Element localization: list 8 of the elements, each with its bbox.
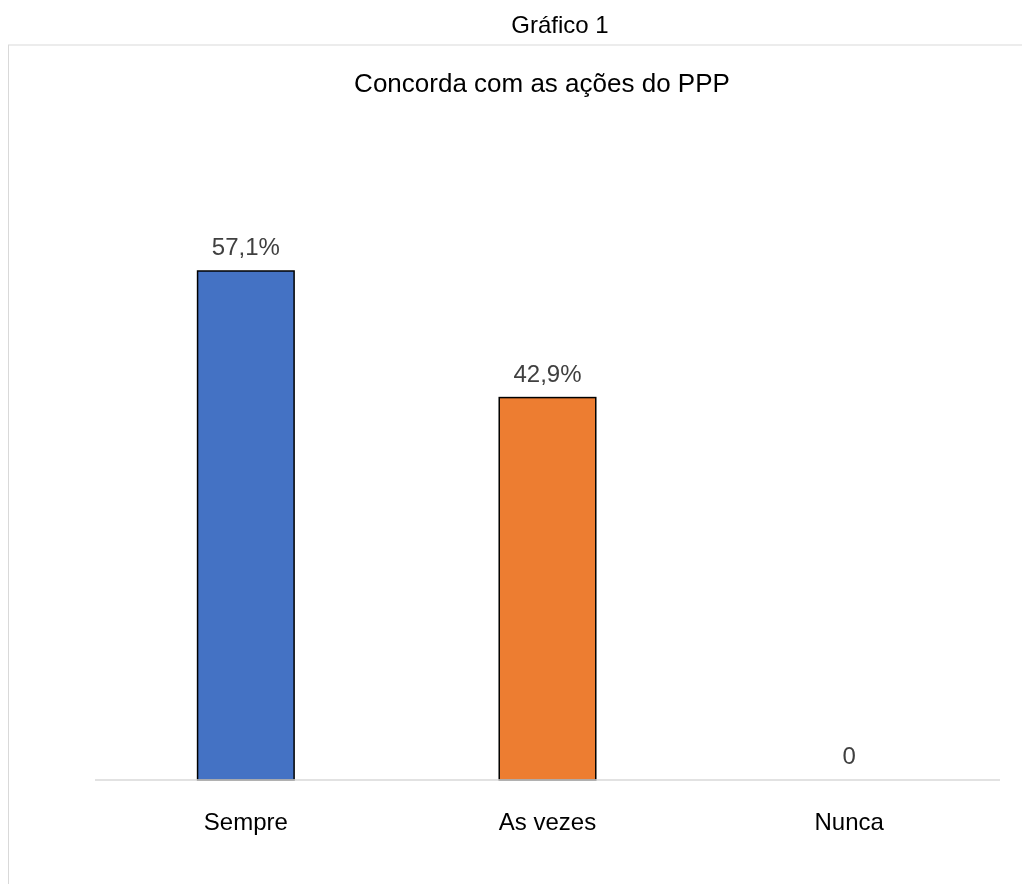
- chart-subtitle: Concorda com as ações do PPP: [354, 68, 730, 98]
- x-tick-label: As vezes: [498, 808, 597, 835]
- data-label: 42,9%: [513, 359, 582, 387]
- chart-title: Gráfico 1: [511, 11, 609, 38]
- data-label: 0: [842, 742, 856, 769]
- x-tick-label: Sempre: [203, 808, 288, 835]
- x-tick-label: Nunca: [814, 808, 885, 835]
- data-label: 57,1%: [211, 233, 280, 260]
